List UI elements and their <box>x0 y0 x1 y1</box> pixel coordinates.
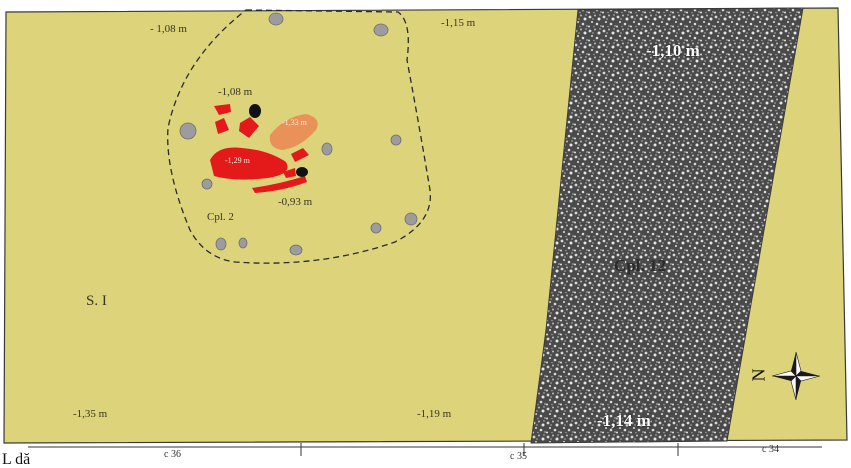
grid-label-c34: c 34 <box>762 444 779 455</box>
complex-12-pit <box>530 7 804 444</box>
post-hole <box>238 237 248 249</box>
charcoal-lump <box>296 167 308 177</box>
depth-label-pit-bottom: -1,14 m <box>597 411 651 430</box>
post-hole <box>390 134 402 146</box>
legend-heading-partial: L dă <box>2 451 31 468</box>
orange-burnt-patch <box>269 114 318 150</box>
grid-label-c35: c 35 <box>510 451 527 462</box>
depth-label-hearth-lower: -0,93 m <box>278 196 313 208</box>
post-hole <box>215 237 227 251</box>
burnt-clay-fragment <box>215 118 229 134</box>
burnt-clay-strip <box>252 176 307 193</box>
burnt-clay-patch <box>210 147 288 180</box>
burnt-clay-fragment <box>239 117 259 138</box>
post-hole <box>201 178 213 190</box>
depth-label-top-left: - 1,08 m <box>150 23 187 35</box>
grid-label-c36: c 36 <box>164 449 181 460</box>
depth-label-bottom-center: -1,19 m <box>417 408 452 420</box>
grid-axis <box>28 443 822 456</box>
charcoal-lump <box>249 104 261 118</box>
complex-2-boundary <box>167 9 432 264</box>
north-arrow-compass-icon <box>771 351 821 401</box>
section-label: S. I <box>86 293 107 309</box>
post-hole <box>370 222 382 234</box>
depth-label-red-patch: -1,29 m <box>225 156 250 165</box>
post-holes <box>179 12 418 256</box>
complex-2-label: Cpl. 2 <box>207 211 234 223</box>
depth-label-bottom-left: -1,35 m <box>73 408 108 420</box>
hearth-features <box>210 104 318 193</box>
depth-label-orange-patch: -1,33 m <box>282 118 307 127</box>
burnt-clay-fragment <box>214 104 231 115</box>
post-hole <box>289 244 303 256</box>
post-hole <box>268 12 284 26</box>
depth-label-top-center: -1,15 m <box>441 17 476 29</box>
post-hole <box>321 142 333 156</box>
post-hole <box>373 23 389 37</box>
post-hole <box>179 122 197 140</box>
complex-12-label: Cpl. 12 <box>614 256 666 275</box>
depth-label-pit-top: -1,10 m <box>646 41 700 60</box>
burnt-clay-fragment <box>291 148 309 162</box>
north-letter: N <box>748 368 769 382</box>
depth-label-hearth-upper: -1,08 m <box>218 86 253 98</box>
post-hole <box>404 212 418 226</box>
burnt-clay-fragment <box>283 168 296 178</box>
